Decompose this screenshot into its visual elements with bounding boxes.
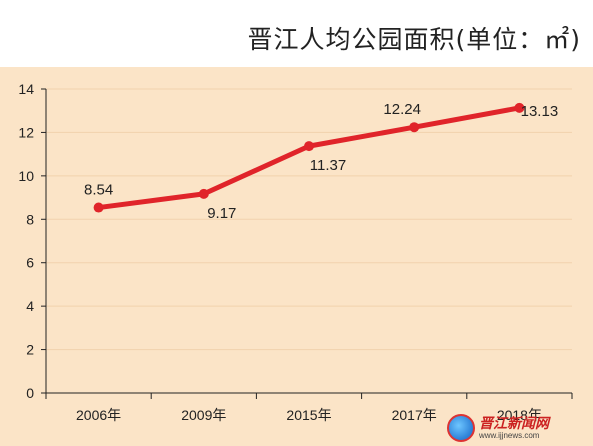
y-tick-label: 2 [26, 342, 34, 358]
y-tick-label: 8 [26, 211, 34, 227]
data-labels: 8.54 9.17 11.37 12.24 13.13 [84, 101, 558, 222]
plot-background [0, 67, 593, 446]
watermark-name: 晋江新闻网 [479, 415, 549, 432]
y-axis-ticks: 0 2 4 6 8 10 12 14 [18, 81, 46, 401]
x-tick-label: 2015年 [286, 407, 331, 423]
data-point [198, 188, 209, 199]
data-point [304, 141, 314, 152]
y-tick-label: 14 [18, 81, 34, 97]
x-tick-label: 2009年 [181, 407, 226, 423]
data-point [514, 102, 525, 113]
jinjiang-news-logo-icon [447, 414, 475, 442]
y-tick-label: 0 [26, 385, 34, 401]
x-tick-label: 2018年 [497, 407, 542, 423]
data-points [93, 102, 525, 213]
data-label: 8.54 [84, 182, 113, 199]
data-point [409, 122, 420, 133]
gridlines [46, 88, 572, 351]
y-tick-label: 12 [18, 124, 34, 140]
data-point [93, 202, 104, 213]
data-label: 11.37 [310, 157, 346, 174]
y-tick-label: 6 [26, 255, 34, 271]
data-label: 13.13 [521, 103, 559, 120]
y-tick-label: 10 [18, 168, 34, 184]
data-label: 9.17 [207, 205, 236, 222]
y-tick-label: 4 [26, 298, 34, 314]
x-tick-label: 2017年 [392, 407, 437, 423]
watermark: 晋江新闻网 www.ijjnews.com [447, 414, 549, 442]
chart-title: 晋江人均公园面积(单位：㎡) [247, 25, 581, 54]
watermark-url: www.ijjnews.com [479, 430, 540, 440]
x-tick-label: 2006年 [76, 407, 121, 423]
x-axis-ticks: 2006年 2009年 2015年 2017年 2018年 [45, 393, 573, 423]
data-label: 12.24 [383, 101, 421, 118]
